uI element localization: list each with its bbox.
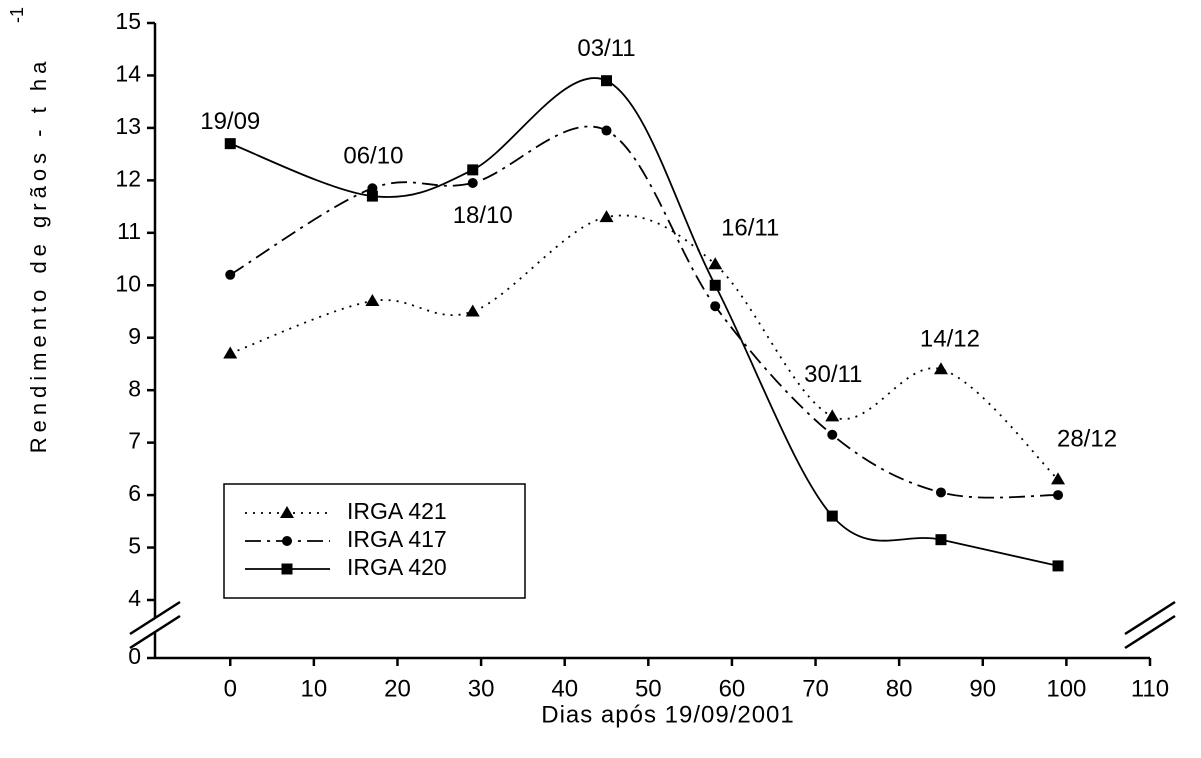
marker	[708, 257, 723, 270]
x-axis-break-mask	[1128, 606, 1172, 646]
marker	[1053, 490, 1064, 501]
x-tick-label: 40	[551, 675, 578, 702]
x-tick-label: 20	[384, 675, 411, 702]
marker	[826, 510, 838, 522]
marker	[224, 138, 236, 150]
y-tick-label: 14	[115, 61, 141, 87]
series-line	[229, 77, 1059, 567]
y-tick-label: 4	[128, 585, 141, 611]
y-axis-title-superscript: -1	[7, 7, 27, 23]
y-tick-label: 5	[128, 533, 141, 559]
marker	[467, 164, 479, 176]
x-tick-label: 100	[1046, 675, 1086, 702]
x-tick-label: 90	[969, 675, 996, 702]
y-tick-label: 10	[115, 270, 141, 296]
legend-label: IRGA 417	[347, 526, 447, 552]
marker	[1051, 472, 1066, 485]
y-tick-label: 12	[115, 165, 141, 191]
legend-box	[223, 483, 526, 599]
y-tick-label: 11	[117, 218, 141, 244]
marker	[282, 536, 292, 546]
marker	[225, 269, 236, 280]
x-axis-title: Dias após 19/09/2001	[541, 701, 795, 728]
x-tick-label: 60	[719, 675, 746, 702]
x-tick-label: 30	[468, 675, 495, 702]
marker	[1052, 560, 1064, 572]
x-tick-label: 80	[886, 675, 913, 702]
y-tick-label: 6	[128, 480, 141, 506]
marker	[281, 563, 293, 575]
marker	[280, 506, 294, 518]
y-tick-label: 7	[128, 428, 141, 454]
annotation: 16/11	[721, 215, 779, 242]
x-tick-label: 0	[224, 675, 237, 702]
x-tick-label: 10	[301, 675, 328, 702]
marker	[709, 279, 721, 291]
x-axis-break	[1124, 614, 1176, 650]
annotation: 14/12	[920, 326, 980, 353]
y-tick-label: 13	[115, 113, 141, 139]
marker	[825, 409, 840, 422]
marker	[710, 301, 721, 312]
marker	[467, 177, 478, 188]
legend-label: IRGA 420	[347, 554, 447, 580]
x-tick-label: 70	[802, 675, 829, 702]
y-tick-label: 15	[115, 8, 141, 34]
marker	[827, 429, 838, 440]
marker	[599, 210, 614, 223]
y-axis-break	[129, 614, 181, 650]
marker	[366, 190, 378, 202]
series-line	[229, 125, 1059, 499]
annotation: 06/10	[343, 143, 403, 170]
annotation: 18/10	[453, 202, 513, 229]
annotation: 03/11	[577, 35, 635, 62]
annotation: 30/11	[804, 361, 862, 388]
y-tick-label: 8	[128, 375, 141, 401]
annotation: 28/12	[1057, 426, 1117, 453]
marker	[465, 304, 480, 317]
y-axis-title-group: Rendimento de grãos - t ha -1	[7, 7, 51, 453]
marker	[933, 362, 948, 375]
marker	[223, 346, 238, 359]
marker	[935, 534, 947, 546]
x-tick-label: 50	[635, 675, 662, 702]
annotation: 19/09	[200, 108, 260, 135]
y-axis-title: Rendimento de grãos - t ha	[26, 57, 51, 454]
y-axis-break-mask	[133, 606, 177, 646]
y-tick-label: 0	[128, 643, 141, 669]
y-tick-label: 9	[128, 323, 141, 349]
x-tick-label: 110	[1131, 675, 1169, 702]
marker	[935, 487, 946, 498]
marker	[601, 75, 613, 87]
y-axis-break	[129, 600, 181, 636]
marker	[365, 294, 380, 307]
marker	[601, 125, 612, 136]
x-axis-break	[1124, 600, 1176, 636]
legend-label: IRGA 421	[347, 498, 447, 524]
